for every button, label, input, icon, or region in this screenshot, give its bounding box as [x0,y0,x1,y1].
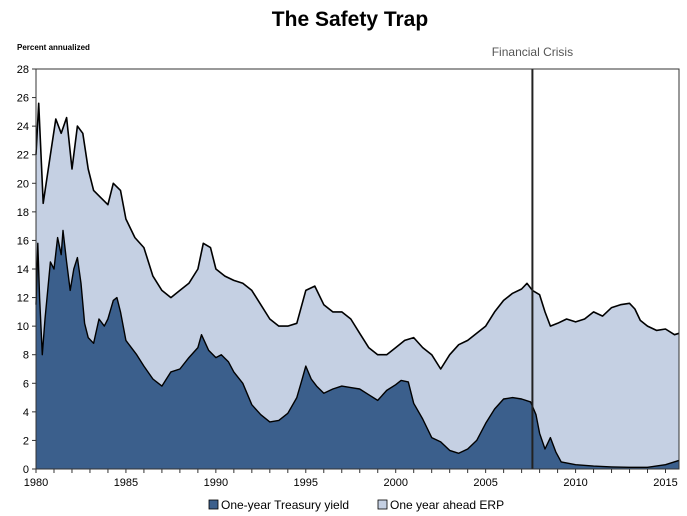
y-tick-label: 28 [17,64,29,76]
legend-label-erp: One year ahead ERP [390,498,504,512]
financial-crisis-label: Financial Crisis [492,45,573,59]
erp-top-line [35,102,680,370]
y-tick-label: 18 [17,207,29,219]
y-tick-label: 16 [17,235,29,247]
legend-label-treasury: One-year Treasury yield [221,498,349,512]
y-tick-label: 10 [17,321,29,333]
x-tick-label: 1980 [24,477,48,489]
x-tick-label: 2000 [383,477,407,489]
y-tick-label: 0 [23,464,29,476]
y-tick-label: 12 [17,293,29,305]
x-tick-label: 1985 [114,477,138,489]
x-axis: 1980 1985 1990 1995 2000 2005 2010 2015 [24,469,678,489]
y-tick-label: 2 [23,435,29,447]
y-axis-label: Percent annualized [17,43,90,52]
y-tick-label: 4 [23,407,29,419]
y-tick-label: 24 [17,121,29,133]
y-tick-label: 22 [17,150,29,162]
chart-title: The Safety Trap [272,8,428,31]
treasury-yield-area [36,230,679,469]
treasury-yield-line [35,229,680,468]
y-tick-label: 6 [23,378,29,390]
x-tick-label: 2015 [653,477,677,489]
plot-area [35,68,680,470]
x-tick-label: 1990 [204,477,228,489]
legend-swatch-erp [377,499,388,510]
y-tick-label: 20 [17,178,29,190]
x-tick-label: 2010 [563,477,587,489]
x-tick-label: 2005 [473,477,497,489]
legend: One-year Treasury yield One year ahead E… [208,498,504,512]
y-tick-label: 26 [17,93,29,105]
y-tick-label: 14 [17,264,29,276]
y-tick-label: 8 [23,350,29,362]
x-tick-label: 1995 [294,477,318,489]
legend-swatch-treasury [208,499,219,510]
